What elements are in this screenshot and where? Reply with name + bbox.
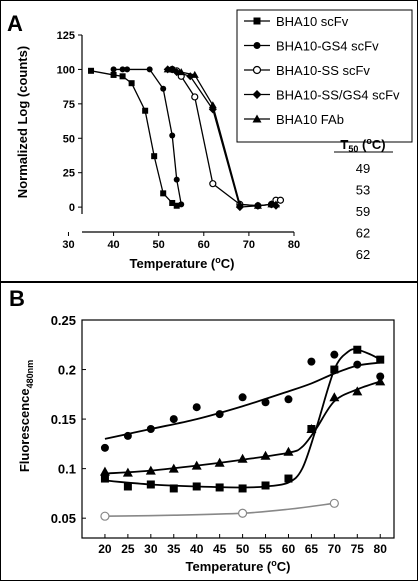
x-tick-label-a: 50 — [153, 239, 165, 251]
t50-value: 49 — [356, 161, 370, 176]
data-point-a — [253, 201, 262, 209]
legend-marker — [252, 65, 262, 75]
legend-a: BHA10 scFv BHA10-GS4 scFv BHA10-SS scFv BHA… — [244, 14, 400, 127]
data-point-a — [88, 67, 95, 74]
t50-value: 62 — [356, 247, 370, 262]
legend-label: BHA10-SS scFv — [276, 63, 370, 78]
t50-column: 49 53 59 62 62 — [356, 161, 370, 262]
data-point-a — [160, 85, 167, 92]
x-tick-label-a: 30 — [62, 239, 74, 251]
legend-marker — [252, 114, 262, 123]
legend-marker — [253, 17, 261, 25]
data-point-a — [191, 93, 199, 101]
data-point-a — [178, 201, 185, 208]
data-point-a — [208, 101, 217, 109]
legend-label: BHA10 FAb — [276, 112, 344, 127]
legend-entry-a: BHA10-SS scFv — [244, 63, 370, 78]
data-point-a — [169, 199, 176, 206]
y-tick-label-a: 25 — [63, 168, 75, 180]
legend-box-a — [236, 9, 413, 143]
data-point-a — [169, 132, 176, 139]
legend-entry-a: BHA10-SS/GS4 scFv — [244, 88, 400, 103]
series-a-1 — [88, 67, 180, 209]
legend-marker — [252, 90, 262, 99]
legend-label: BHA10-GS4 scFv — [276, 39, 379, 54]
y-tick-label-a: 75 — [63, 99, 75, 111]
data-point-a — [276, 196, 285, 204]
data-point-a — [146, 66, 153, 73]
data-point-a — [173, 202, 180, 209]
data-point-a — [119, 73, 126, 80]
y-tick-label-a: 125 — [57, 30, 75, 42]
x-tick-label-a: 80 — [288, 239, 300, 251]
data-point-a — [142, 107, 149, 114]
legend-label: BHA10-SS/GS4 scFv — [276, 88, 400, 103]
data-point-a — [271, 200, 280, 208]
panel-divider — [0, 281, 418, 283]
legend-label: BHA10 scFv — [276, 14, 349, 29]
data-point-a — [119, 66, 126, 73]
data-point-a — [177, 68, 186, 76]
y-tick-label-a: 0 — [69, 202, 75, 214]
data-point-a — [110, 71, 117, 78]
data-point-a — [168, 65, 177, 73]
x-tick-label-a: 40 — [107, 239, 119, 251]
t50-value: 53 — [356, 183, 370, 198]
data-point-a — [190, 70, 199, 78]
data-point-a — [124, 66, 131, 73]
x-tick-label-a: 70 — [243, 239, 255, 251]
legend-marker — [253, 42, 261, 49]
series-a-2 — [110, 66, 185, 208]
data-point-a — [235, 200, 244, 208]
xlabel-a: Temperature (oC) — [130, 255, 235, 271]
data-point-a — [160, 190, 167, 197]
chart-panel-a: A 0 25 50 75 100 125 30 40 50 60 70 80 Normalized L… — [7, 9, 413, 271]
t50-value: 62 — [356, 226, 370, 241]
data-point-a — [209, 180, 217, 188]
panel-label-a: A — [7, 11, 23, 36]
series-a-5 — [163, 65, 280, 209]
data-point-a — [110, 66, 117, 73]
t50-value: 59 — [356, 204, 370, 219]
t50-header: T50 (oC) — [340, 136, 385, 154]
y-tick-label-a: 50 — [63, 133, 75, 145]
legend-entry-a: BHA10 FAb — [244, 112, 344, 127]
data-point-a — [128, 80, 135, 87]
x-tick-label-a: 60 — [198, 239, 210, 251]
legend-entry-a: BHA10-GS4 scFv — [244, 39, 379, 54]
data-point-a — [151, 153, 158, 160]
ylabel-a: Normalized Log (counts) — [15, 46, 30, 198]
data-point-a — [173, 176, 180, 183]
legend-entry-a: BHA10 scFv — [244, 14, 349, 29]
y-tick-label-a: 100 — [57, 64, 75, 76]
